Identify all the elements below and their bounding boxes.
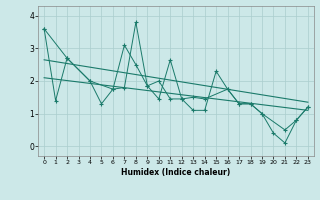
X-axis label: Humidex (Indice chaleur): Humidex (Indice chaleur) <box>121 168 231 177</box>
